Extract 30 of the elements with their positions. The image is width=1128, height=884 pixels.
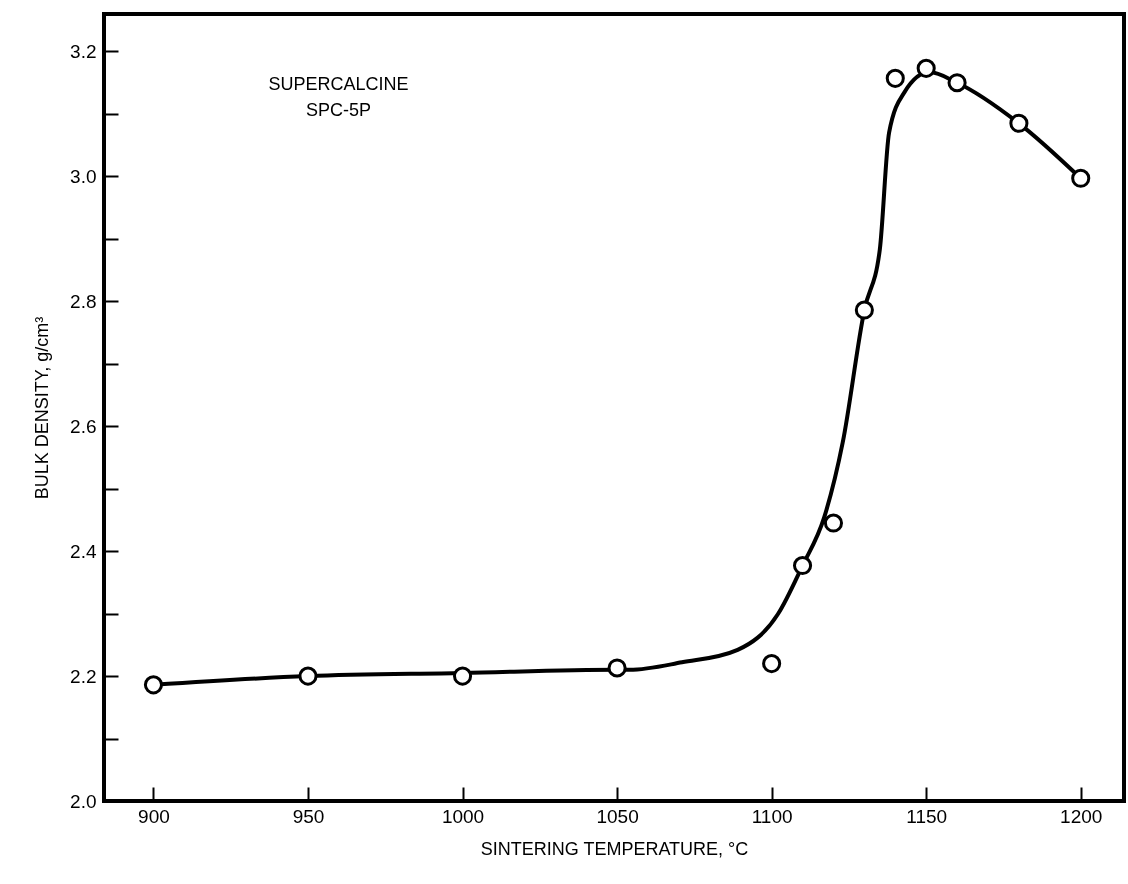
point xyxy=(452,666,473,686)
x-tick-label: 1100 xyxy=(751,805,793,827)
annotation: SUPERCALCINE SPC-5P xyxy=(268,74,409,120)
y-tick-label: 2.2 xyxy=(70,665,97,687)
point xyxy=(854,300,874,320)
x-axis-title: SINTERING TEMPERATURE, °C xyxy=(480,838,749,859)
y-tick-label: 2.4 xyxy=(70,540,97,562)
point xyxy=(885,68,905,88)
y-tick-label: 3.2 xyxy=(70,40,97,62)
point xyxy=(1009,113,1029,133)
point xyxy=(947,73,967,93)
y-tick-label: 2.0 xyxy=(70,790,97,812)
point xyxy=(143,675,164,695)
x-tick-label: 950 xyxy=(292,805,325,827)
x-tick-label: 1050 xyxy=(596,805,639,827)
y-tick-label: 2.8 xyxy=(70,290,97,312)
x-tick-label: 1200 xyxy=(1060,805,1103,827)
y-tick-label: 2.6 xyxy=(70,415,97,437)
x-tick-label: 1150 xyxy=(906,805,948,827)
point xyxy=(762,654,782,674)
x-tick-label: 900 xyxy=(138,805,170,827)
y-axis-title: BULK DENSITY, g/cm³ xyxy=(32,316,53,500)
x-tick-label: 1000 xyxy=(441,805,485,827)
point xyxy=(823,513,844,533)
point xyxy=(1071,168,1091,188)
point xyxy=(298,666,318,686)
point xyxy=(916,58,936,78)
point xyxy=(792,555,813,576)
point xyxy=(607,658,627,678)
y-tick-label: 3.0 xyxy=(70,165,97,187)
